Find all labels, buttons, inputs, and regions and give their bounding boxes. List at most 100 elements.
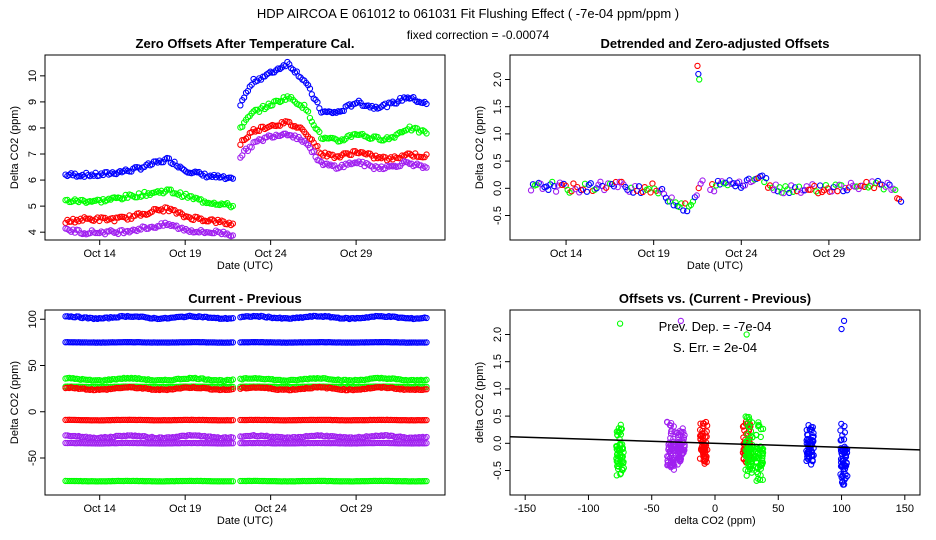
data-point: [808, 426, 816, 434]
data-point: [617, 470, 625, 477]
data-point: [747, 428, 755, 435]
data-point-all: [551, 183, 558, 190]
x-tick-label: Oct 24: [725, 248, 757, 260]
data-point: [810, 433, 817, 440]
data-point-blue-2: [229, 339, 237, 346]
fit-line: [510, 436, 920, 451]
data-point: [757, 433, 764, 441]
plot-title: Offsets vs. (Current - Previous): [619, 291, 811, 306]
data-point-all: [647, 189, 654, 196]
data-point: [702, 418, 710, 426]
plot-title: Detrended and Zero-adjusted Offsets: [601, 36, 830, 51]
data-point-green: [197, 375, 205, 382]
data-point-green: [167, 186, 174, 193]
data-point: [742, 413, 749, 420]
data-point-red: [314, 142, 321, 150]
y-tick-label: 9: [27, 99, 39, 105]
data-point-all: [886, 181, 893, 188]
data-point-purple: [188, 227, 195, 234]
data-point-purple: [312, 153, 319, 161]
x-tick-label: Oct 24: [254, 503, 286, 515]
data-point: [809, 434, 817, 441]
y-tick-label: 2.0: [492, 327, 504, 342]
data-point-blue: [370, 105, 378, 112]
data-point-all: [668, 194, 675, 201]
data-point: [746, 446, 753, 453]
outlier-point: [677, 317, 684, 325]
data-point: [671, 462, 678, 469]
data-point-green: [229, 202, 237, 210]
plot-title: Zero Offsets After Temperature Cal.: [136, 36, 355, 51]
data-point-all: [560, 180, 567, 188]
data-point-all: [527, 187, 535, 194]
outlier-point: [694, 62, 701, 70]
data-point-all: [857, 182, 864, 190]
data-point: [616, 435, 623, 442]
data-point-blue: [421, 98, 428, 106]
data-point-green: [289, 96, 297, 104]
data-point-purple: [310, 148, 317, 155]
plot-frame: [509, 54, 921, 241]
data-point-blue: [98, 315, 105, 322]
data-point-red: [111, 218, 118, 225]
data-point-all: [832, 181, 839, 188]
data-point-blue: [195, 168, 203, 176]
x-tick-label: Oct 19: [169, 503, 201, 515]
data-point-red: [69, 215, 77, 223]
data-point-all: [614, 183, 621, 191]
y-tick-label: 50: [27, 359, 39, 371]
data-point-all: [818, 188, 826, 196]
data-point: [753, 477, 760, 484]
data-point-green: [310, 122, 317, 129]
data-point-all: [813, 188, 820, 195]
data-point-red: [113, 214, 120, 221]
x-tick-label: Oct 29: [340, 503, 372, 515]
data-point: [752, 445, 759, 452]
data-point-red: [193, 213, 201, 221]
data-point: [667, 430, 675, 437]
data-point-red: [163, 204, 171, 211]
data-point-all: [897, 198, 905, 205]
data-point: [619, 453, 626, 460]
data-point: [838, 479, 846, 486]
data-point-all: [855, 185, 862, 193]
data-point-all: [587, 180, 594, 187]
data-point-purple: [92, 229, 99, 237]
data-point: [759, 425, 767, 433]
data-point-green: [120, 195, 127, 202]
data-point-all: [782, 183, 789, 190]
data-point-purple: [282, 130, 289, 137]
data-point-red: [150, 206, 158, 213]
data-point: [664, 462, 671, 469]
data-point-red: [423, 151, 430, 158]
data-point-all: [815, 190, 822, 197]
x-tick-label: -100: [577, 503, 599, 515]
data-point-green: [423, 376, 430, 383]
data-point-blue-2: [423, 339, 430, 346]
data-point: [618, 425, 625, 433]
data-point-all: [545, 186, 552, 193]
data-point-blue: [68, 170, 75, 177]
data-point-blue: [145, 160, 152, 167]
data-point: [804, 455, 811, 462]
data-point-all: [716, 181, 724, 188]
data-point-all: [799, 187, 806, 194]
data-point-red: [308, 136, 315, 143]
data-point-red: [64, 216, 71, 224]
data-point-purple: [423, 164, 430, 171]
data-point-all: [570, 180, 577, 187]
data-point-green: [165, 186, 173, 193]
data-point-purple: [303, 140, 310, 147]
data-point: [810, 429, 817, 437]
data-point-purple-2: [227, 440, 235, 447]
data-point-purple-2: [419, 440, 426, 447]
data-point: [676, 427, 683, 435]
data-point-green-3: [227, 478, 235, 485]
data-point-red: [92, 216, 99, 223]
data-point-green: [308, 118, 315, 125]
data-point-green: [368, 135, 376, 142]
data-point-blue: [156, 157, 163, 164]
plot-points: [62, 58, 430, 240]
data-point-red-2: [421, 417, 428, 424]
